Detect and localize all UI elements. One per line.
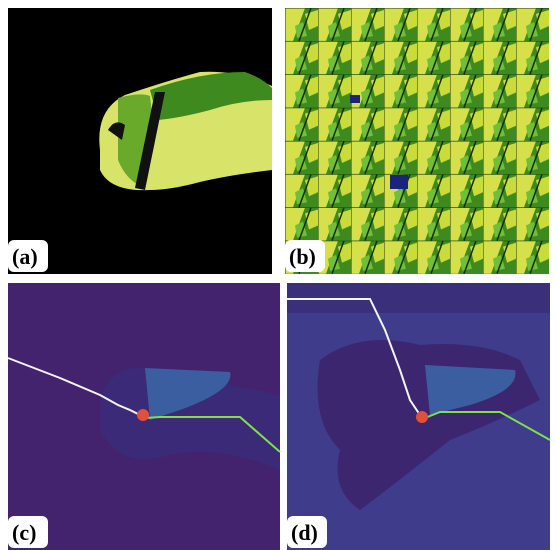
panel-b — [285, 8, 549, 274]
panel-label: (a) — [12, 244, 38, 269]
label-b: (b) — [285, 240, 325, 272]
label-c: (c) — [8, 516, 48, 548]
panel-label: (b) — [289, 244, 316, 269]
label-a: (a) — [8, 240, 48, 272]
label-d: (d) — [287, 516, 327, 548]
panel-label: (c) — [12, 520, 36, 545]
panel-d — [287, 283, 550, 550]
panel-c — [8, 283, 280, 550]
panel-label: (d) — [291, 520, 318, 545]
figure: (a) (b) (c) (d) — [0, 0, 557, 550]
panel-a — [8, 8, 272, 274]
